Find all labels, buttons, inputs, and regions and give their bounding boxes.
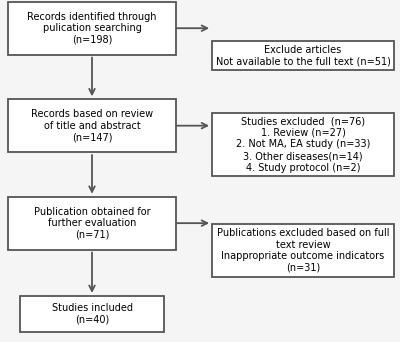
Text: Publication obtained for
further evaluation
(n=71): Publication obtained for further evaluat… bbox=[34, 207, 150, 240]
Text: Studies excluded  (n=76)
1. Review (n=27)
2. Not MA, EA study (n=33)
3. Other di: Studies excluded (n=76) 1. Review (n=27)… bbox=[236, 116, 370, 173]
FancyBboxPatch shape bbox=[20, 296, 164, 332]
FancyBboxPatch shape bbox=[212, 113, 394, 176]
FancyBboxPatch shape bbox=[212, 224, 394, 277]
FancyBboxPatch shape bbox=[8, 197, 176, 250]
Text: Records identified through
pulication searching
(n=198): Records identified through pulication se… bbox=[27, 12, 157, 45]
Text: Publications excluded based on full
text review
Inappropriate outcome indicators: Publications excluded based on full text… bbox=[217, 228, 389, 273]
Text: Exclude articles
Not available to the full text (n=51): Exclude articles Not available to the fu… bbox=[216, 45, 390, 66]
FancyBboxPatch shape bbox=[8, 99, 176, 152]
FancyBboxPatch shape bbox=[8, 2, 176, 55]
Text: Studies included
(n=40): Studies included (n=40) bbox=[52, 303, 132, 325]
FancyBboxPatch shape bbox=[212, 41, 394, 70]
Text: Records based on review
of title and abstract
(n=147): Records based on review of title and abs… bbox=[31, 109, 153, 142]
